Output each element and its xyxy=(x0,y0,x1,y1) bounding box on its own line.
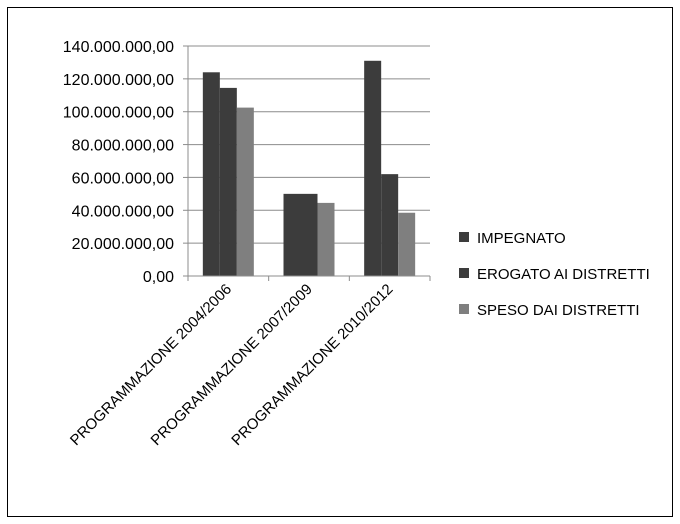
bar-2-2 xyxy=(300,193,318,276)
y-tick-label: 100.000.000,00 xyxy=(63,105,174,122)
x-category-label: PROGRAMMAZIONE 2010/2012 xyxy=(228,281,396,449)
legend-swatch-3 xyxy=(459,304,469,314)
legend: IMPEGNATO EROGATO AI DISTRETTI SPESO DAI D… xyxy=(459,230,650,319)
legend-swatch-1 xyxy=(459,232,469,242)
y-tick-label: 140.000.000,00 xyxy=(63,39,174,56)
y-tick-label: 40.000.000,00 xyxy=(72,203,174,220)
bar-3-2 xyxy=(317,202,335,276)
bar-3-1 xyxy=(236,107,254,276)
legend-label-1: IMPEGNATO xyxy=(477,230,566,247)
y-tick-label: 60.000.000,00 xyxy=(72,170,174,187)
bar-1-3 xyxy=(364,60,382,277)
bar-2-1 xyxy=(219,87,237,277)
legend-label-3: SPESO DAI DISTRETTI xyxy=(477,302,640,319)
y-tick-label: 0,00 xyxy=(143,269,174,286)
y-tick-label: 80.000.000,00 xyxy=(72,138,174,155)
y-tick-label: 120.000.000,00 xyxy=(63,72,174,89)
bars xyxy=(202,60,416,277)
bar-3-3 xyxy=(398,212,416,276)
x-category-label: PROGRAMMAZIONE 2004/2006 xyxy=(67,281,235,449)
chart-frame xyxy=(7,7,673,517)
bar-2-3 xyxy=(381,174,399,276)
bar-1-1 xyxy=(202,72,220,277)
legend-label-2: EROGATO AI DISTRETTI xyxy=(477,266,650,283)
legend-swatch-2 xyxy=(459,268,469,278)
y-tick-label: 20.000.000,00 xyxy=(72,236,174,253)
bar-1-2 xyxy=(283,193,301,276)
x-category-label: PROGRAMMAZIONE 2007/2009 xyxy=(148,281,316,449)
